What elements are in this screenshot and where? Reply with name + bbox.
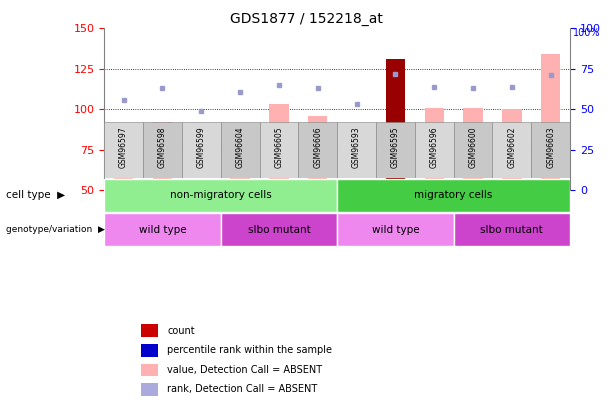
Bar: [463, 108, 483, 190]
Bar: [104, 122, 143, 178]
Text: GSM96598: GSM96598: [158, 126, 167, 168]
Bar: [259, 122, 299, 178]
Bar: [337, 122, 376, 178]
Bar: [182, 122, 221, 178]
Bar: [541, 54, 560, 190]
Bar: [230, 139, 250, 190]
Text: wild type: wild type: [139, 225, 186, 235]
Text: rank, Detection Call = ABSENT: rank, Detection Call = ABSENT: [167, 384, 318, 394]
Text: GSM96595: GSM96595: [391, 126, 400, 168]
Bar: [424, 108, 444, 190]
Text: GSM96596: GSM96596: [430, 126, 439, 168]
Bar: [454, 213, 570, 246]
Text: 100%: 100%: [573, 28, 601, 38]
Bar: [415, 122, 454, 178]
Bar: [153, 122, 172, 190]
Text: GSM96599: GSM96599: [197, 126, 206, 168]
Bar: [337, 179, 570, 212]
Bar: [142, 324, 158, 337]
Text: GSM96605: GSM96605: [275, 126, 283, 168]
Text: genotype/variation  ▶: genotype/variation ▶: [6, 225, 105, 234]
Bar: [221, 122, 259, 178]
Text: GSM96600: GSM96600: [468, 126, 478, 168]
Bar: [454, 122, 492, 178]
Text: GSM96606: GSM96606: [313, 126, 322, 168]
Bar: [143, 122, 182, 178]
Text: GSM96604: GSM96604: [235, 126, 245, 168]
Text: migratory cells: migratory cells: [414, 190, 493, 200]
Bar: [337, 213, 454, 246]
Text: non-migratory cells: non-migratory cells: [170, 190, 272, 200]
Bar: [376, 122, 415, 178]
Bar: [104, 179, 337, 212]
Bar: [492, 122, 531, 178]
Text: GSM96593: GSM96593: [352, 126, 361, 168]
Text: cell type  ▶: cell type ▶: [6, 190, 65, 200]
Bar: [104, 213, 221, 246]
Bar: [502, 109, 522, 190]
Bar: [386, 59, 405, 190]
Bar: [142, 383, 158, 396]
Bar: [191, 187, 211, 190]
Text: wild type: wild type: [371, 225, 419, 235]
Text: slbo mutant: slbo mutant: [481, 225, 543, 235]
Text: GSM96602: GSM96602: [508, 126, 516, 168]
Text: percentile rank within the sample: percentile rank within the sample: [167, 345, 332, 355]
Text: GDS1877 / 152218_at: GDS1877 / 152218_at: [230, 12, 383, 26]
Text: GSM96603: GSM96603: [546, 126, 555, 168]
Text: GSM96597: GSM96597: [119, 126, 128, 168]
Bar: [308, 116, 327, 190]
Bar: [114, 169, 134, 190]
Text: value, Detection Call = ABSENT: value, Detection Call = ABSENT: [167, 365, 322, 375]
Bar: [531, 122, 570, 178]
Bar: [142, 344, 158, 356]
Bar: [221, 213, 337, 246]
Bar: [347, 181, 366, 190]
Text: count: count: [167, 326, 195, 336]
Bar: [299, 122, 337, 178]
Bar: [142, 364, 158, 376]
Bar: [269, 104, 289, 190]
Text: slbo mutant: slbo mutant: [248, 225, 310, 235]
